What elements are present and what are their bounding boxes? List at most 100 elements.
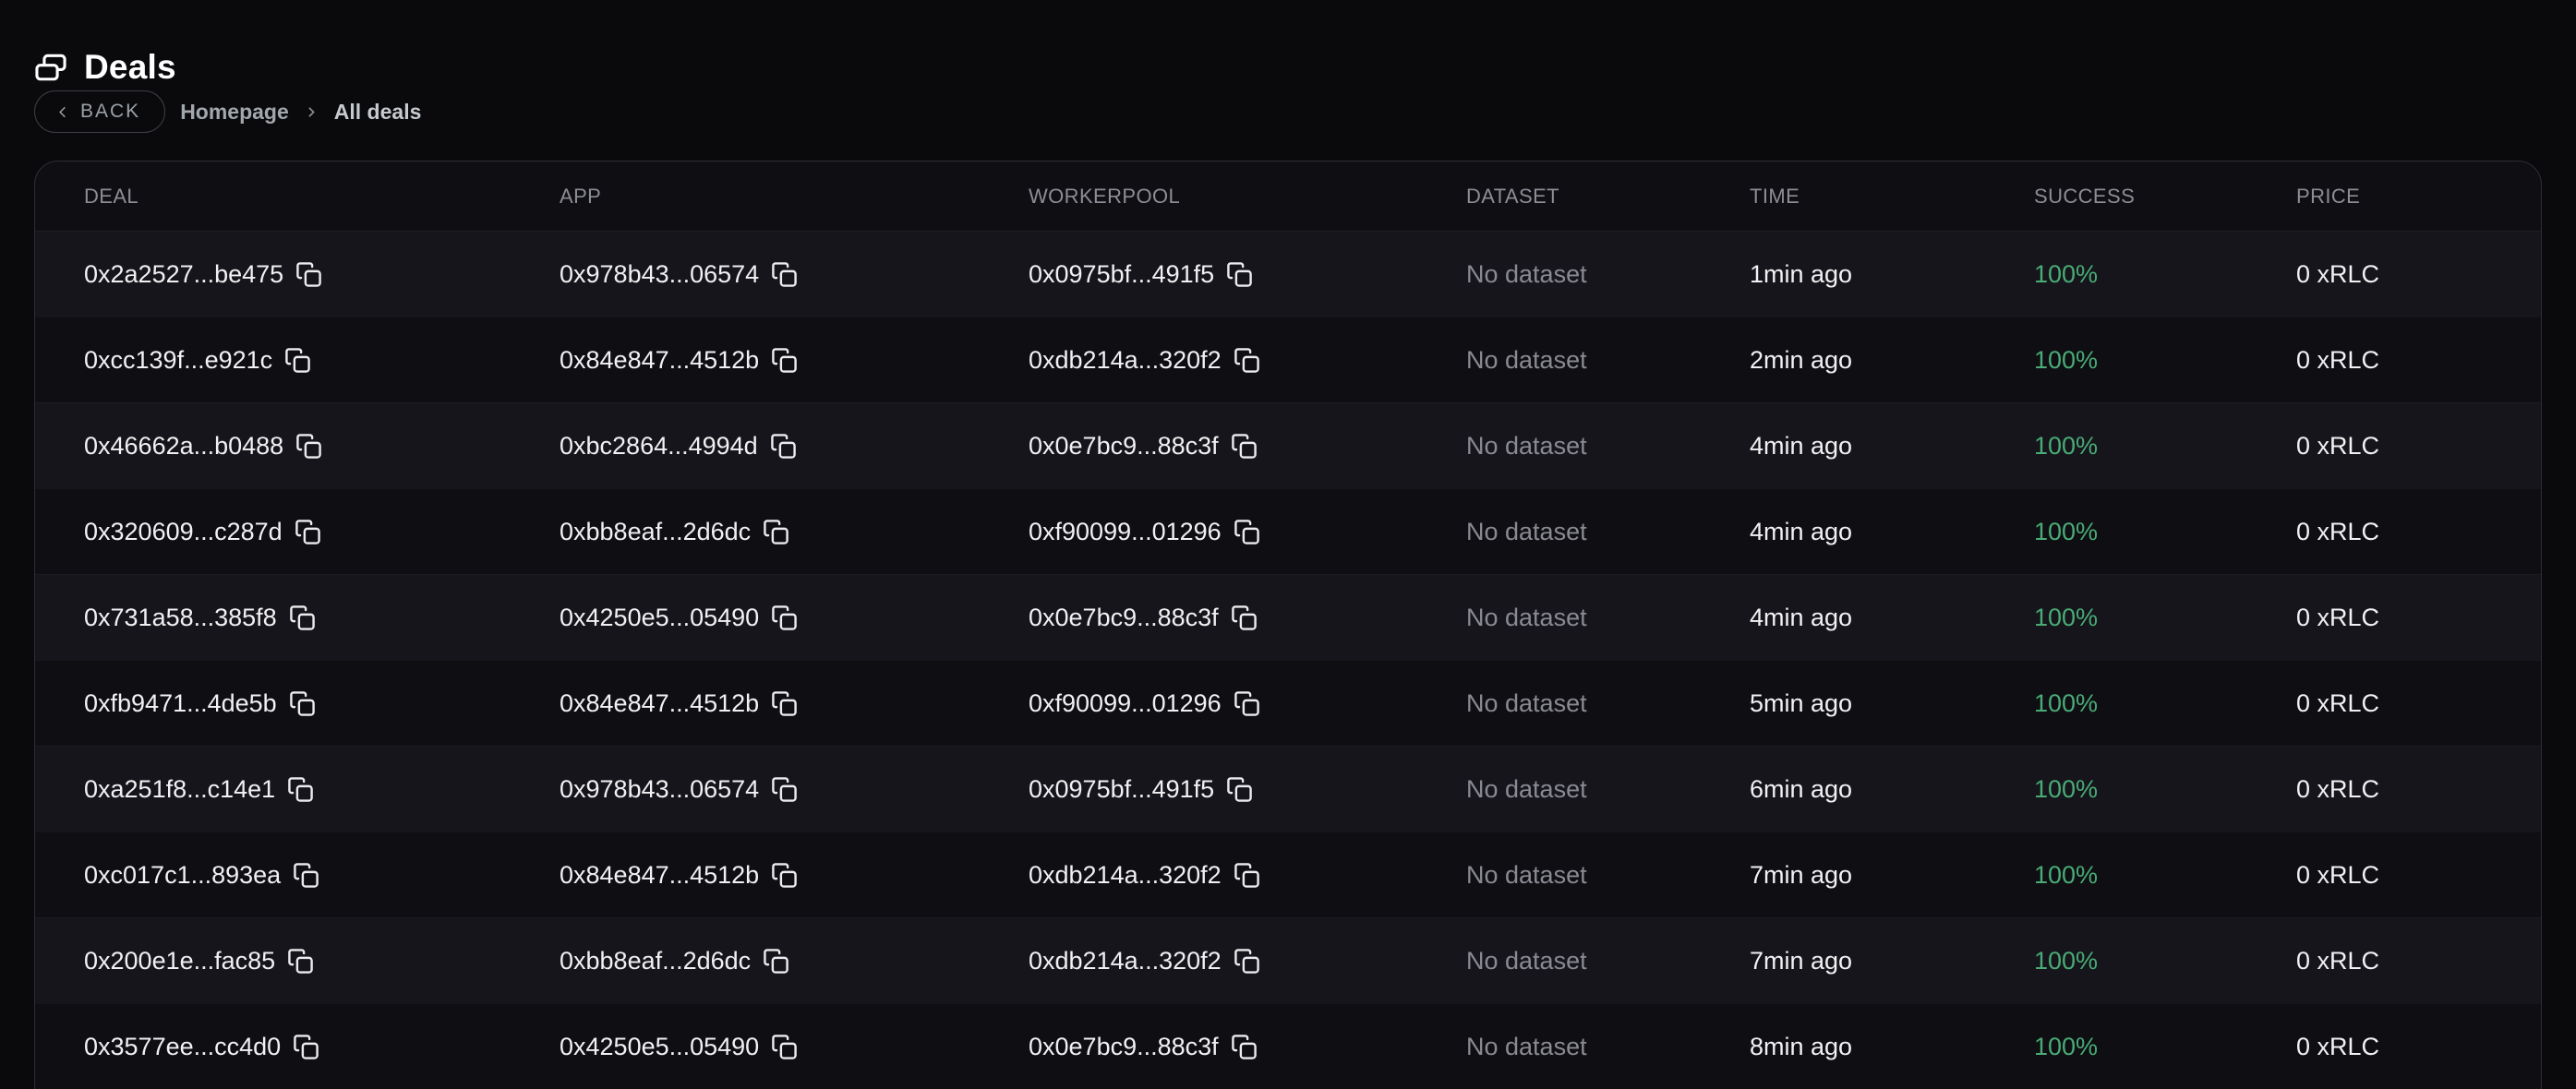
copy-icon[interactable] [1234,519,1260,545]
copy-icon[interactable] [1231,1034,1258,1060]
chevron-right-icon [304,104,319,120]
table-body: 0x2a2527...be475 0x978b43...06574 0x0975… [35,232,2541,1089]
copy-icon[interactable] [771,862,798,889]
table-row: 0x3577ee...cc4d0 0x4250e5...05490 0x0e7b… [35,1003,2541,1089]
app-hash-link[interactable]: 0xbc2864...4994d [560,432,758,461]
copy-icon[interactable] [1231,604,1258,631]
deals-page: Deals BACK Homepage All deals DEAL APP W… [0,0,2576,1089]
copy-icon[interactable] [287,948,314,975]
copy-icon[interactable] [1234,862,1260,889]
copy-icon[interactable] [763,948,789,975]
page-title: Deals [84,48,176,87]
copy-icon[interactable] [771,1034,798,1060]
copy-icon[interactable] [771,347,798,374]
success-cell: 100% [2034,861,2296,890]
copy-icon[interactable] [1234,347,1260,374]
time-cell: 6min ago [1750,775,2034,804]
workerpool-hash-link[interactable]: 0x0e7bc9...88c3f [1029,1033,1219,1061]
back-button-label: BACK [80,101,140,123]
workerpool-cell: 0x0975bf...491f5 [1029,260,1466,289]
workerpool-hash-link[interactable]: 0xdb214a...320f2 [1029,947,1222,975]
copy-icon[interactable] [295,519,321,545]
copy-icon[interactable] [1234,948,1260,975]
app-hash-link[interactable]: 0x4250e5...05490 [560,604,759,632]
deal-hash-link[interactable]: 0xfb9471...4de5b [84,689,277,718]
dataset-cell: No dataset [1466,604,1750,632]
column-header-success: SUCCESS [2034,185,2296,209]
dataset-cell: No dataset [1466,947,1750,975]
app-cell: 0x84e847...4512b [560,346,1029,375]
deal-hash-link[interactable]: 0xcc139f...e921c [84,346,272,375]
copy-icon[interactable] [771,690,798,717]
copy-icon[interactable] [293,1034,319,1060]
copy-icon[interactable] [763,519,789,545]
app-hash-link[interactable]: 0xbb8eaf...2d6dc [560,518,751,546]
deal-hash-link[interactable]: 0x2a2527...be475 [84,260,283,289]
deal-cell: 0xfb9471...4de5b [84,689,560,718]
price-cell: 0 xRLC [2296,1033,2541,1061]
deal-hash-link[interactable]: 0x46662a...b0488 [84,432,283,461]
deal-hash-link[interactable]: 0x320609...c287d [84,518,283,546]
back-button[interactable]: BACK [34,90,165,133]
price-cell: 0 xRLC [2296,861,2541,890]
app-hash-link[interactable]: 0x84e847...4512b [560,346,759,375]
copy-icon[interactable] [1231,433,1258,460]
workerpool-hash-link[interactable]: 0xdb214a...320f2 [1029,346,1222,375]
workerpool-hash-link[interactable]: 0xf90099...01296 [1029,689,1222,718]
workerpool-cell: 0x0e7bc9...88c3f [1029,1033,1466,1061]
breadcrumb-homepage[interactable]: Homepage [180,100,289,125]
column-header-price: PRICE [2296,185,2541,209]
success-cell: 100% [2034,1033,2296,1061]
workerpool-hash-link[interactable]: 0x0975bf...491f5 [1029,775,1214,804]
deal-hash-link[interactable]: 0x731a58...385f8 [84,604,277,632]
deal-hash-link[interactable]: 0x3577ee...cc4d0 [84,1033,281,1061]
workerpool-hash-link[interactable]: 0x0975bf...491f5 [1029,260,1214,289]
copy-icon[interactable] [771,776,798,803]
deal-hash-link[interactable]: 0x200e1e...fac85 [84,947,275,975]
time-cell: 7min ago [1750,861,2034,890]
workerpool-hash-link[interactable]: 0x0e7bc9...88c3f [1029,432,1219,461]
dataset-cell: No dataset [1466,260,1750,289]
app-hash-link[interactable]: 0x978b43...06574 [560,775,759,804]
workerpool-hash-link[interactable]: 0xf90099...01296 [1029,518,1222,546]
copy-icon[interactable] [771,261,798,288]
table-row: 0x2a2527...be475 0x978b43...06574 0x0975… [35,232,2541,317]
copy-icon[interactable] [295,433,322,460]
deal-hash-link[interactable]: 0xc017c1...893ea [84,861,281,890]
copy-icon[interactable] [295,261,322,288]
copy-icon[interactable] [770,433,797,460]
dataset-cell: No dataset [1466,689,1750,718]
workerpool-hash-link[interactable]: 0x0e7bc9...88c3f [1029,604,1219,632]
breadcrumb: BACK Homepage All deals [34,90,421,134]
copy-icon[interactable] [289,604,316,631]
success-cell: 100% [2034,689,2296,718]
copy-icon[interactable] [287,776,314,803]
deal-cell: 0x46662a...b0488 [84,432,560,461]
table-row: 0x46662a...b0488 0xbc2864...4994d 0x0e7b… [35,402,2541,488]
deal-hash-link[interactable]: 0xa251f8...c14e1 [84,775,275,804]
copy-icon[interactable] [1226,776,1253,803]
price-cell: 0 xRLC [2296,260,2541,289]
app-hash-link[interactable]: 0x84e847...4512b [560,689,759,718]
chevron-left-icon [54,103,71,121]
app-hash-link[interactable]: 0x4250e5...05490 [560,1033,759,1061]
copy-icon[interactable] [293,862,319,889]
time-cell: 2min ago [1750,346,2034,375]
price-cell: 0 xRLC [2296,947,2541,975]
price-cell: 0 xRLC [2296,604,2541,632]
copy-icon[interactable] [1226,261,1253,288]
workerpool-cell: 0xf90099...01296 [1029,518,1466,546]
copy-icon[interactable] [289,690,316,717]
copy-icon[interactable] [284,347,311,374]
app-hash-link[interactable]: 0x978b43...06574 [560,260,759,289]
workerpool-hash-link[interactable]: 0xdb214a...320f2 [1029,861,1222,890]
workerpool-cell: 0xf90099...01296 [1029,689,1466,718]
app-hash-link[interactable]: 0xbb8eaf...2d6dc [560,947,751,975]
app-hash-link[interactable]: 0x84e847...4512b [560,861,759,890]
time-cell: 8min ago [1750,1033,2034,1061]
copy-icon[interactable] [771,604,798,631]
table-header-row: DEAL APP WORKERPOOL DATASET TIME SUCCESS… [35,162,2541,232]
column-header-workerpool: WORKERPOOL [1029,185,1466,209]
app-cell: 0x4250e5...05490 [560,1033,1029,1061]
copy-icon[interactable] [1234,690,1260,717]
